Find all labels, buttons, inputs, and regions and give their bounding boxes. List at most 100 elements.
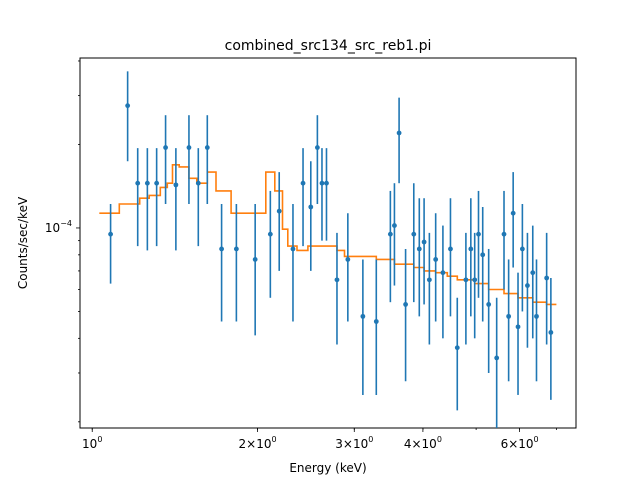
data-marker — [548, 330, 554, 335]
data-marker — [416, 246, 422, 252]
data-marker — [387, 231, 393, 237]
data-marker — [403, 302, 408, 307]
data-point — [525, 232, 530, 348]
data-point — [135, 148, 141, 247]
data-point — [324, 148, 329, 241]
data-marker — [468, 246, 474, 252]
data-point — [480, 207, 486, 322]
data-point — [314, 115, 320, 205]
data-marker — [476, 231, 481, 237]
data-marker — [276, 208, 282, 214]
data-marker — [515, 324, 521, 330]
data-marker — [411, 231, 417, 237]
data-marker — [154, 180, 160, 186]
data-point — [345, 213, 351, 322]
data-series — [108, 71, 554, 428]
data-point — [319, 148, 325, 241]
data-marker — [440, 270, 446, 276]
data-point — [396, 97, 402, 184]
data-point — [276, 172, 282, 271]
data-marker — [480, 252, 486, 258]
data-marker — [125, 103, 131, 109]
data-point — [506, 259, 512, 382]
data-point — [308, 161, 314, 271]
data-marker — [360, 313, 366, 319]
data-marker — [448, 246, 453, 252]
data-marker — [519, 246, 525, 252]
data-point — [334, 232, 340, 345]
data-point — [421, 198, 427, 305]
data-marker — [163, 145, 168, 150]
data-marker — [396, 130, 402, 136]
data-point — [186, 115, 192, 205]
data-point — [267, 190, 273, 298]
data-point — [195, 148, 201, 247]
data-marker — [486, 302, 492, 307]
data-marker — [426, 277, 432, 283]
data-point — [486, 248, 492, 373]
data-point — [548, 278, 554, 400]
y-axis-label: Counts/sec/keV — [16, 196, 30, 289]
data-point — [468, 198, 474, 317]
data-point — [472, 232, 478, 339]
data-marker — [392, 223, 397, 228]
x-axis-ticks: 100 2×100 3×100 4×100 6×100 — [82, 428, 539, 451]
y-tick-label: 10−4 — [45, 219, 72, 235]
data-point — [411, 183, 417, 303]
data-marker — [472, 277, 478, 283]
data-point — [448, 198, 453, 317]
data-marker — [314, 145, 320, 150]
data-point — [300, 148, 306, 247]
data-point — [173, 148, 179, 251]
x-axis-label: Energy (keV) — [289, 461, 366, 475]
data-point — [360, 259, 366, 395]
data-point — [494, 297, 500, 428]
data-marker — [319, 180, 325, 186]
data-point — [426, 232, 432, 345]
data-marker — [501, 231, 507, 237]
data-marker — [534, 313, 539, 319]
data-marker — [300, 180, 306, 186]
data-marker — [530, 270, 536, 276]
data-marker — [345, 257, 351, 262]
data-point — [463, 232, 469, 345]
model-series — [99, 164, 557, 306]
data-marker — [334, 277, 340, 283]
data-point — [204, 115, 210, 205]
data-marker — [144, 180, 150, 186]
x-tick-label: 4×100 — [404, 435, 442, 451]
model-step-line — [99, 164, 557, 306]
chart-title: combined_src134_src_reb1.pi — [225, 38, 432, 54]
data-marker — [324, 180, 329, 186]
data-point — [387, 190, 393, 303]
data-point — [392, 183, 397, 286]
data-point — [252, 204, 258, 336]
data-marker — [433, 257, 439, 262]
data-marker — [494, 355, 500, 361]
data-marker — [195, 180, 201, 186]
data-marker — [290, 246, 296, 252]
data-point — [519, 204, 525, 312]
data-point — [233, 204, 239, 322]
data-marker — [421, 239, 427, 245]
data-point — [416, 198, 422, 317]
data-point — [373, 259, 379, 395]
data-point — [403, 248, 408, 382]
data-point — [290, 204, 296, 322]
data-point — [154, 148, 160, 247]
y-axis-ticks: 10−4 — [45, 219, 80, 235]
plot-frame — [79, 57, 577, 429]
data-point — [515, 272, 521, 395]
data-marker — [506, 313, 512, 319]
data-point — [108, 204, 113, 284]
data-point — [544, 232, 550, 345]
data-marker — [454, 345, 460, 351]
data-marker — [525, 283, 530, 288]
data-point — [534, 259, 539, 382]
data-point — [510, 172, 516, 268]
data-marker — [219, 246, 224, 252]
x-tick-label: 6×100 — [501, 435, 539, 451]
data-point — [454, 297, 460, 411]
data-marker — [267, 231, 273, 237]
data-point — [440, 225, 446, 339]
